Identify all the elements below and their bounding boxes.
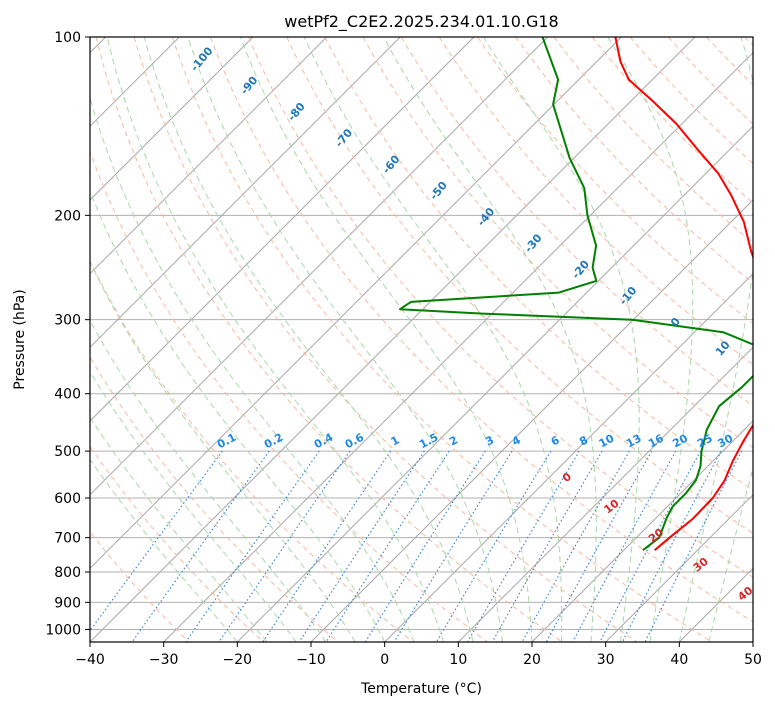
y-tick-label: 100: [54, 30, 81, 46]
moist-adiabat: [90, 260, 356, 642]
moist-adiabat: [90, 189, 386, 642]
moist-adiabat: [383, 37, 597, 642]
mixing-ratio-line: [572, 450, 677, 642]
isotherm-gridline: [384, 272, 753, 642]
mixing-ratio-line: [218, 450, 351, 642]
y-tick-label: 800: [54, 565, 81, 581]
y-tick-label: 400: [54, 387, 81, 403]
dry-adiabat: [248, 37, 753, 578]
dry-adiabat: [95, 37, 563, 642]
moist-adiabat: [90, 370, 297, 642]
chart-title: wetPf2_C2E2.2025.234.01.10.G18: [284, 12, 558, 32]
y-tick-label: 700: [54, 531, 81, 547]
moist-adiabat: [90, 416, 268, 642]
dry-adiabat: [90, 150, 488, 642]
dry-adiabat: [133, 37, 638, 642]
x-tick-label: 30: [597, 652, 615, 668]
mixing-ratio-label: 20: [670, 432, 690, 451]
dewpoint-profile-line: [399, 37, 753, 551]
mixing-ratio-line: [644, 450, 743, 642]
plot-frame: [89, 36, 754, 643]
isotherm-gridline: [531, 420, 753, 642]
isotherm-gridline: [163, 51, 753, 642]
isotherm-gridline: [90, 37, 254, 201]
mixing-ratio-line: [298, 450, 425, 642]
mixing-ratio-line: [185, 450, 320, 642]
mixing-ratio-line: [90, 450, 223, 632]
x-tick-label: −20: [223, 652, 253, 668]
mixing-ratio-line: [393, 450, 513, 642]
x-tick-label: 0: [380, 652, 389, 668]
isotherm-gridline: [90, 37, 401, 349]
x-tick-label: −10: [296, 652, 326, 668]
x-tick-label: 20: [523, 652, 541, 668]
temperature-profile-line: [614, 37, 753, 551]
y-tick-label: 300: [54, 313, 81, 329]
y-tick-label: 600: [54, 491, 81, 507]
moist-adiabat: [143, 37, 474, 642]
mixing-ratio-line: [621, 450, 722, 642]
dry-adiabat: [90, 445, 264, 642]
moist-adiabat: [90, 96, 415, 642]
dry-adiabat: [324, 37, 753, 491]
isotherm-gridline: [605, 493, 753, 642]
moist-adiabat: [708, 466, 753, 642]
x-tick-label: 10: [449, 652, 467, 668]
y-tick-label: 900: [54, 595, 81, 611]
isotherm-gridline: [90, 37, 475, 422]
mixing-ratio-line: [521, 450, 630, 642]
isotherm-gridline: [310, 199, 753, 642]
moist-adiabat: [482, 37, 640, 642]
mixing-ratio-label: 16: [646, 432, 666, 451]
moist-adiabat: [239, 37, 533, 642]
y-tick-label: 500: [54, 444, 81, 460]
plot-background: [90, 37, 753, 642]
x-tick-label: 40: [670, 652, 688, 668]
x-tick-label: −30: [149, 652, 179, 668]
mixing-ratio-line: [491, 450, 603, 642]
moist-adiabat: [187, 37, 503, 642]
moist-adiabat: [90, 319, 327, 642]
isotherm-gridline: [752, 641, 753, 642]
y-tick-label: 200: [54, 208, 81, 224]
x-tick-label: −40: [75, 652, 105, 668]
dry-adiabat: [400, 37, 753, 407]
mixing-ratio-line: [599, 450, 701, 642]
moist-adiabat: [678, 37, 753, 642]
mixing-ratio-line: [545, 450, 653, 642]
mixing-ratio-label: 30: [716, 432, 736, 451]
isotherm-gridline: [90, 37, 696, 642]
mixing-ratio-line: [262, 450, 392, 642]
x-tick-label: 50: [744, 652, 762, 668]
y-tick-label: 1000: [45, 622, 81, 638]
moist-adiabat: [303, 37, 563, 642]
isotherm-gridline: [90, 37, 622, 570]
dry-adiabat: [210, 37, 753, 623]
dry-adiabat: [362, 37, 753, 449]
mixing-ratio-label: 10: [597, 432, 617, 451]
isotherm-gridline: [236, 125, 753, 642]
dry-adiabat: [171, 37, 712, 642]
x-axis-title: Temperature (°C): [360, 681, 482, 697]
moist-adiabat: [106, 37, 445, 642]
y-axis-title: Pressure (hPa): [12, 289, 28, 389]
mixing-ratio-label: 25: [695, 432, 715, 451]
mixing-ratio-label: 13: [624, 432, 644, 451]
isotherm-gridline: [90, 37, 328, 275]
moist-adiabat: [90, 458, 238, 642]
moist-adiabat: [607, 37, 694, 642]
isotherm-gridline: [90, 37, 549, 496]
